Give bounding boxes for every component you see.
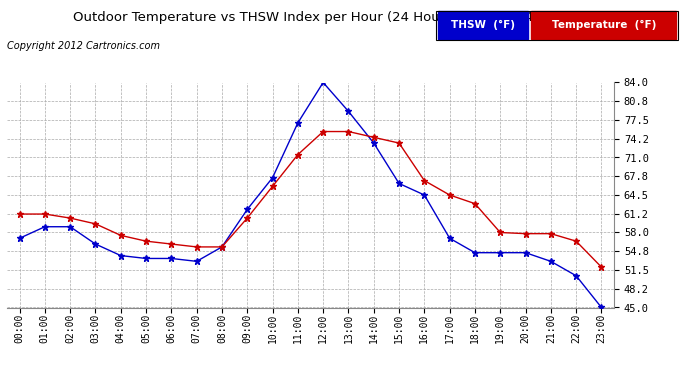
Text: THSW  (°F): THSW (°F) xyxy=(451,20,515,30)
Text: Copyright 2012 Cartronics.com: Copyright 2012 Cartronics.com xyxy=(7,41,160,51)
Text: Temperature  (°F): Temperature (°F) xyxy=(551,20,656,30)
Text: Outdoor Temperature vs THSW Index per Hour (24 Hours)  20121004: Outdoor Temperature vs THSW Index per Ho… xyxy=(73,11,534,24)
